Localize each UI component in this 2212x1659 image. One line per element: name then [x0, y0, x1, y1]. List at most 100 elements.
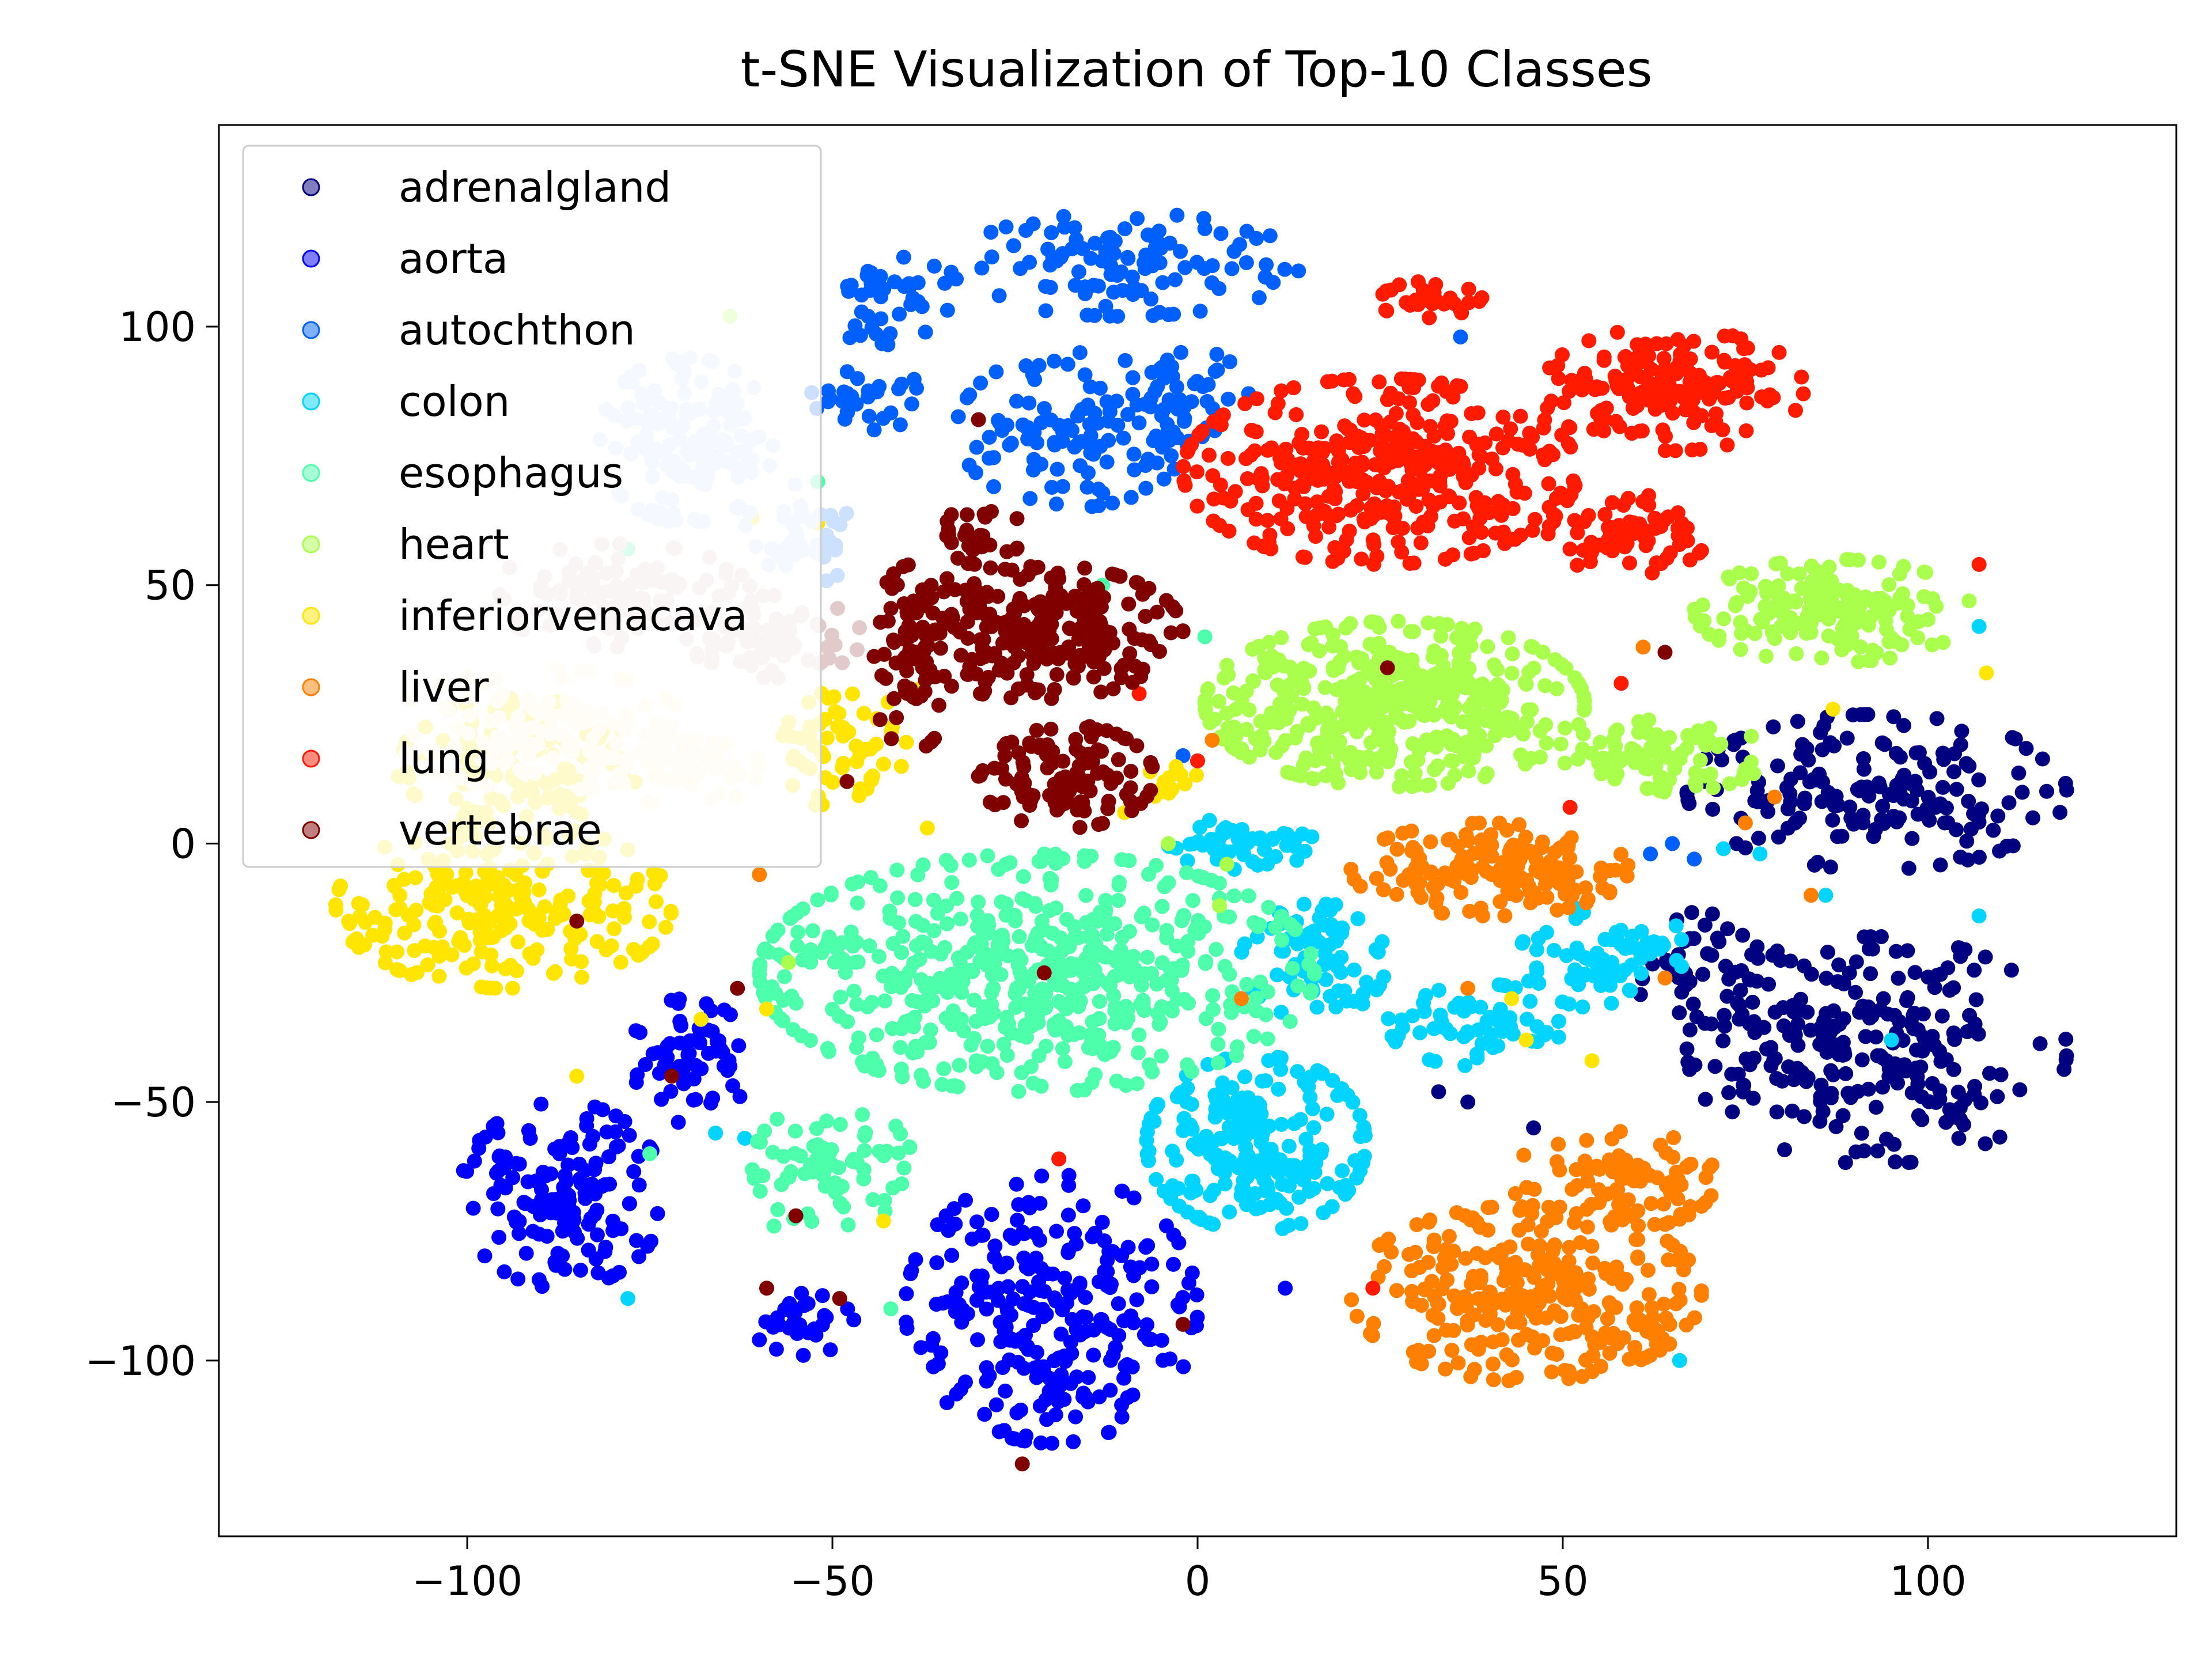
- data-point: [1038, 279, 1054, 294]
- data-point: [1184, 394, 1199, 410]
- data-point: [1099, 1320, 1115, 1335]
- data-point: [1052, 930, 1068, 946]
- data-point: [1855, 751, 1871, 766]
- data-point: [1685, 996, 1701, 1012]
- data-point: [1243, 1160, 1258, 1175]
- data-point: [1091, 948, 1107, 963]
- data-point: [752, 867, 767, 882]
- data-point: [964, 1231, 980, 1247]
- data-point: [888, 1118, 904, 1134]
- data-point: [1263, 1149, 1279, 1164]
- data-point: [1785, 998, 1801, 1013]
- data-point: [1959, 756, 1974, 771]
- data-point: [1437, 865, 1453, 881]
- data-point: [1395, 520, 1410, 536]
- data-point: [1077, 367, 1093, 382]
- data-point: [1449, 859, 1465, 874]
- data-point: [1736, 1077, 1751, 1093]
- data-point: [1192, 820, 1208, 835]
- data-point: [569, 1069, 585, 1084]
- data-point: [1426, 429, 1442, 444]
- data-point: [1101, 433, 1116, 448]
- data-point: [781, 1169, 797, 1185]
- data-point: [982, 429, 997, 445]
- data-point: [1511, 817, 1527, 832]
- data-point: [1640, 1263, 1656, 1278]
- data-point: [885, 936, 901, 952]
- data-point: [1759, 1041, 1775, 1057]
- data-point: [1604, 995, 1619, 1011]
- data-point: [1019, 667, 1035, 683]
- data-point: [1900, 943, 1915, 959]
- data-point: [1120, 249, 1135, 265]
- data-point: [1518, 1032, 1534, 1048]
- data-point: [1873, 929, 1889, 945]
- data-point: [752, 961, 767, 976]
- data-point: [1206, 491, 1222, 507]
- data-point: [1855, 808, 1871, 823]
- data-point: [849, 997, 865, 1012]
- data-point: [1761, 976, 1777, 992]
- data-point: [1155, 366, 1171, 382]
- data-point: [1307, 441, 1323, 457]
- data-point: [1900, 990, 1915, 1005]
- data-point: [1667, 761, 1683, 777]
- data-point: [950, 409, 966, 425]
- data-point: [1369, 870, 1384, 886]
- data-point: [1433, 628, 1449, 644]
- data-point: [1479, 738, 1494, 753]
- data-point: [846, 1312, 862, 1328]
- data-point: [589, 876, 604, 891]
- data-point: [1528, 862, 1544, 877]
- data-point: [1391, 613, 1406, 629]
- data-point: [552, 897, 568, 912]
- data-point: [1896, 718, 1911, 733]
- data-point: [1598, 1325, 1613, 1341]
- data-point: [1697, 917, 1713, 933]
- data-point: [1256, 1172, 1272, 1188]
- data-point: [555, 1205, 570, 1220]
- data-point: [1060, 418, 1076, 433]
- data-point: [845, 938, 861, 954]
- data-point: [1719, 437, 1735, 453]
- data-point: [1419, 778, 1435, 793]
- data-point: [1613, 1202, 1629, 1218]
- data-point: [1722, 776, 1737, 791]
- data-point: [1462, 904, 1478, 919]
- data-point: [1604, 495, 1620, 510]
- data-point: [963, 583, 978, 599]
- data-point: [1830, 631, 1846, 647]
- data-point: [858, 1125, 873, 1141]
- data-point: [1440, 454, 1455, 469]
- data-point: [1078, 1309, 1094, 1325]
- data-point: [1577, 950, 1593, 965]
- data-point: [1974, 801, 1990, 817]
- data-point: [969, 440, 984, 455]
- data-point: [1077, 979, 1092, 994]
- data-point: [1503, 421, 1518, 437]
- data-point: [1033, 415, 1049, 430]
- data-point: [1291, 263, 1306, 279]
- data-point: [906, 372, 922, 387]
- data-point: [1551, 371, 1566, 387]
- data-point: [1485, 1334, 1501, 1350]
- data-point: [1483, 1027, 1499, 1042]
- data-point: [1535, 834, 1550, 850]
- data-point: [1237, 1069, 1252, 1085]
- data-point: [1289, 934, 1304, 949]
- data-point: [1747, 626, 1763, 641]
- data-point: [1238, 255, 1254, 270]
- data-point: [1656, 732, 1671, 747]
- data-point: [959, 390, 975, 406]
- data-point: [1520, 1217, 1536, 1233]
- data-point: [1378, 483, 1393, 498]
- data-point: [816, 1162, 831, 1178]
- data-point: [1126, 949, 1141, 964]
- data-point: [1026, 656, 1041, 671]
- data-point: [1379, 498, 1395, 514]
- data-point: [1353, 878, 1368, 894]
- data-point: [1251, 290, 1267, 305]
- data-point: [851, 1030, 866, 1046]
- data-point: [404, 967, 419, 983]
- data-point: [1949, 782, 1964, 797]
